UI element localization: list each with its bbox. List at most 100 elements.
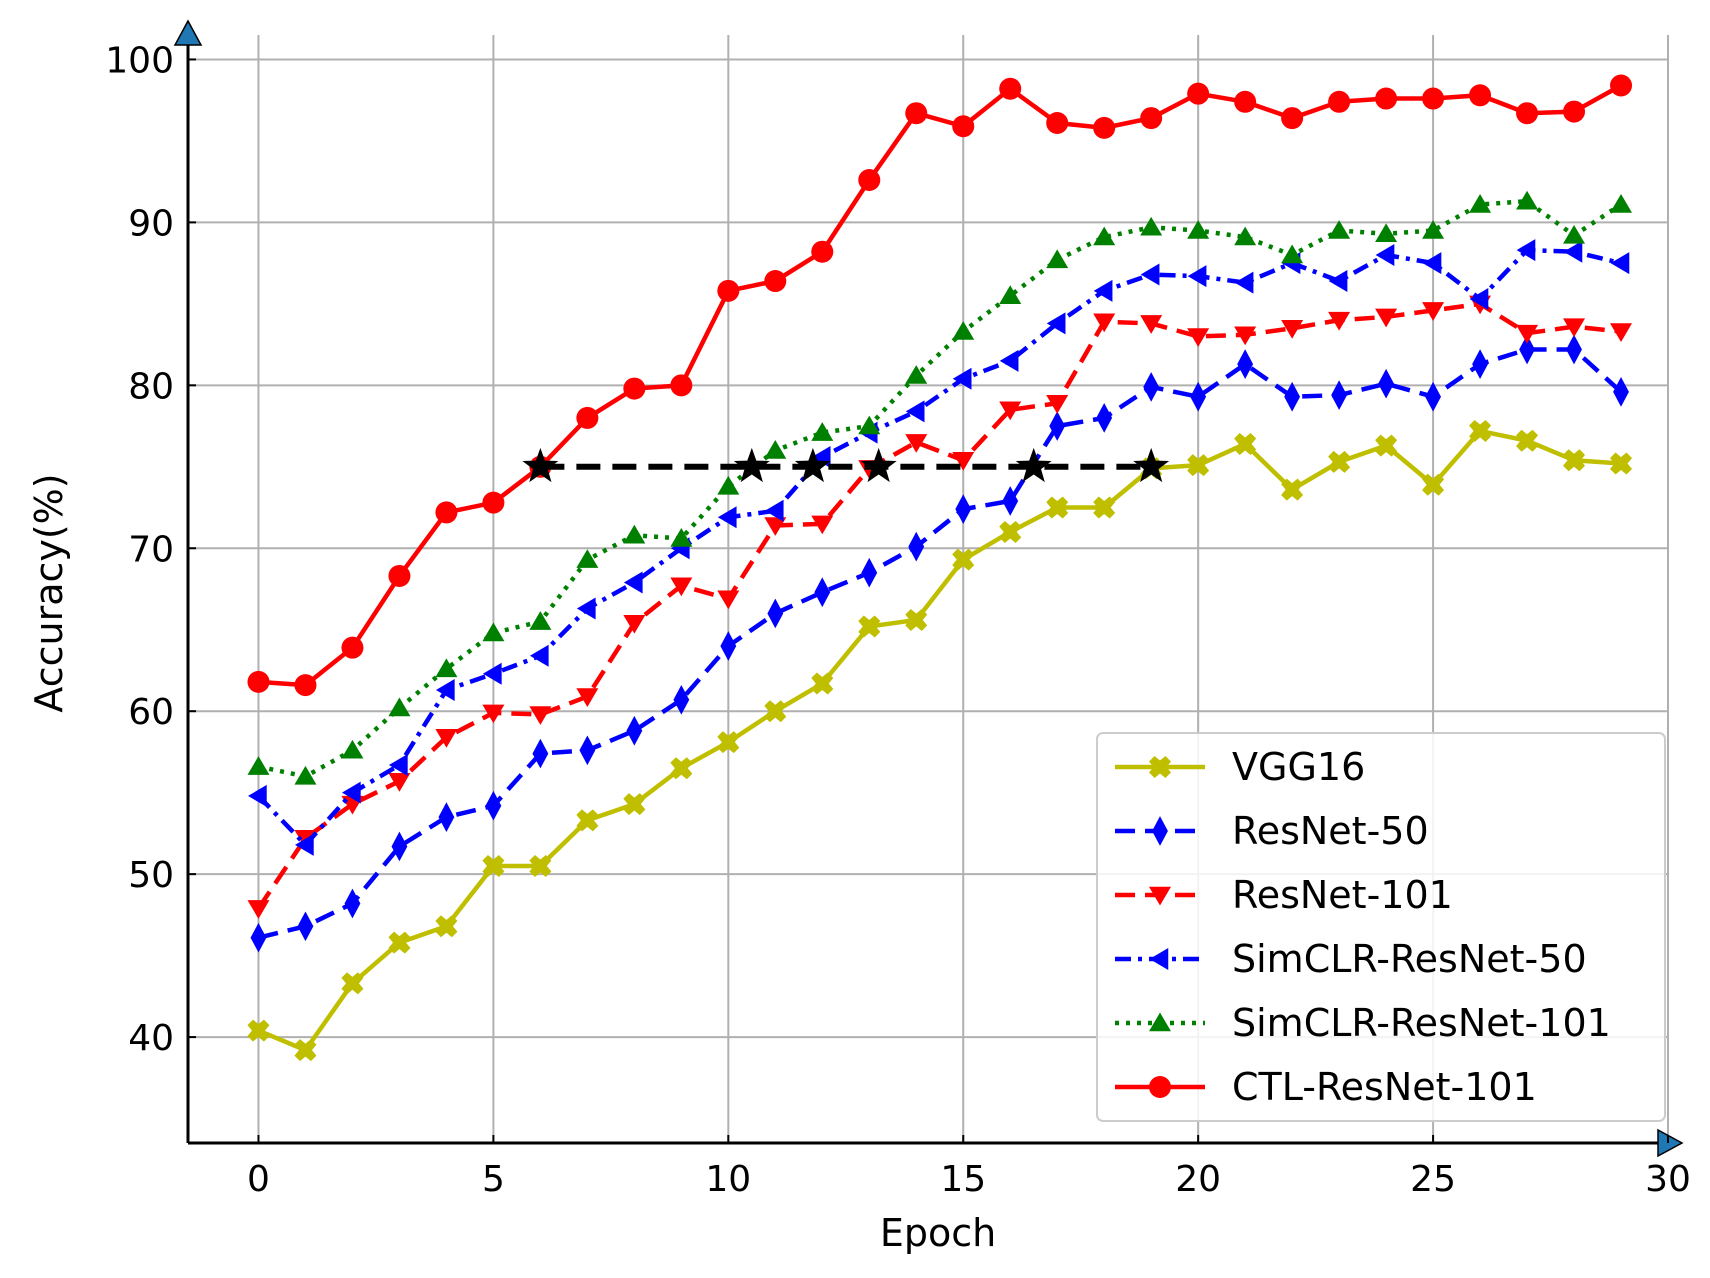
data-point bbox=[1234, 90, 1257, 113]
data-point bbox=[576, 688, 599, 707]
data-point bbox=[670, 374, 693, 397]
data-point bbox=[1469, 194, 1492, 213]
data-point bbox=[1046, 312, 1066, 335]
data-point bbox=[952, 548, 975, 571]
reference-star bbox=[794, 447, 831, 483]
data-point bbox=[764, 440, 787, 459]
data-point bbox=[1328, 220, 1351, 239]
data-point bbox=[1425, 381, 1441, 412]
data-point bbox=[1563, 318, 1586, 338]
data-point bbox=[435, 729, 458, 748]
data-point bbox=[1237, 349, 1254, 379]
data-point bbox=[1234, 226, 1257, 246]
data-point bbox=[529, 706, 552, 725]
reference-star bbox=[860, 447, 897, 483]
data-point bbox=[294, 1039, 317, 1062]
data-point bbox=[1281, 107, 1304, 130]
data-point bbox=[1281, 478, 1304, 501]
data-point bbox=[670, 757, 693, 780]
reference-star bbox=[1015, 447, 1052, 483]
data-point bbox=[908, 531, 925, 562]
data-point bbox=[999, 77, 1022, 100]
y-axis-label: Accuracy(%) bbox=[27, 473, 71, 712]
data-point bbox=[250, 922, 267, 953]
data-point bbox=[1375, 87, 1398, 110]
x-tick-label: 15 bbox=[940, 1159, 986, 1200]
data-point bbox=[999, 285, 1022, 304]
legend: VGG16 ResNet-50 ResNet-101 SimCLR-ResNet-50… bbox=[1096, 732, 1666, 1122]
y-tick-label: 60 bbox=[128, 692, 174, 733]
data-point bbox=[1422, 473, 1445, 496]
data-point bbox=[438, 802, 455, 832]
data-point bbox=[1046, 496, 1069, 519]
data-point bbox=[1093, 279, 1113, 302]
data-point bbox=[1378, 368, 1395, 399]
data-point bbox=[623, 614, 646, 634]
series-ctl-resnet-101 bbox=[247, 74, 1633, 697]
tick-labels: 0 5 10 15 20 25 30 40 50 60 70 80 90 100 bbox=[105, 40, 1691, 1200]
y-tick-label: 50 bbox=[128, 855, 174, 896]
data-point bbox=[391, 831, 408, 862]
reference-line-layer bbox=[522, 447, 1170, 483]
data-point bbox=[1140, 107, 1163, 130]
data-point bbox=[1563, 224, 1586, 244]
data-point bbox=[670, 577, 693, 597]
data-point bbox=[388, 697, 411, 717]
data-point bbox=[1375, 308, 1398, 328]
data-point bbox=[1563, 100, 1586, 123]
legend-item: SimCLR-ResNet-101 bbox=[1115, 1001, 1611, 1045]
data-point bbox=[861, 557, 878, 588]
data-point bbox=[1422, 87, 1445, 110]
data-point bbox=[1610, 194, 1633, 213]
data-point bbox=[482, 662, 502, 685]
legend-item: VGG16 bbox=[1115, 745, 1365, 789]
y-tick-label: 90 bbox=[128, 203, 174, 244]
data-point bbox=[999, 520, 1022, 543]
data-point bbox=[482, 491, 505, 514]
data-point bbox=[1610, 323, 1633, 343]
data-point bbox=[1610, 74, 1633, 97]
x-tick-label: 10 bbox=[705, 1159, 751, 1200]
data-point bbox=[1328, 450, 1351, 473]
data-point bbox=[905, 434, 928, 453]
reference-star bbox=[733, 447, 770, 483]
data-point bbox=[1563, 449, 1586, 472]
data-point bbox=[529, 855, 552, 877]
data-point bbox=[858, 169, 881, 192]
x-axis-arrow bbox=[1657, 1128, 1684, 1158]
legend-item: ResNet-50 bbox=[1115, 809, 1429, 853]
data-point bbox=[811, 240, 834, 263]
data-point bbox=[626, 715, 643, 746]
data-point bbox=[1093, 226, 1116, 246]
legend-label: CTL-ResNet-101 bbox=[1232, 1065, 1537, 1109]
data-point bbox=[814, 577, 831, 608]
y-tick-label: 80 bbox=[128, 366, 174, 407]
data-point bbox=[529, 644, 549, 667]
data-point bbox=[1234, 432, 1257, 455]
data-point bbox=[1093, 313, 1116, 333]
data-point bbox=[1284, 381, 1301, 412]
data-point bbox=[247, 900, 270, 919]
data-point bbox=[388, 564, 411, 587]
data-point bbox=[341, 636, 364, 659]
data-point bbox=[1328, 90, 1351, 113]
data-point bbox=[1375, 243, 1395, 266]
data-point bbox=[1516, 324, 1539, 344]
data-point bbox=[905, 608, 928, 631]
legend-label: ResNet-50 bbox=[1232, 809, 1429, 853]
series-line bbox=[257, 347, 1623, 940]
series-line bbox=[256, 301, 1622, 910]
data-point bbox=[482, 622, 505, 642]
axes bbox=[173, 19, 1684, 1158]
series-vgg16 bbox=[247, 419, 1633, 1062]
data-point bbox=[247, 756, 270, 775]
data-point bbox=[955, 494, 972, 525]
reference-star bbox=[1133, 447, 1170, 483]
data-point bbox=[1472, 349, 1488, 379]
data-point bbox=[1328, 270, 1348, 293]
reference-star bbox=[522, 447, 559, 483]
data-point bbox=[1046, 111, 1069, 134]
data-point bbox=[1096, 403, 1113, 433]
data-point bbox=[294, 765, 317, 785]
legend-marker bbox=[1149, 756, 1171, 778]
